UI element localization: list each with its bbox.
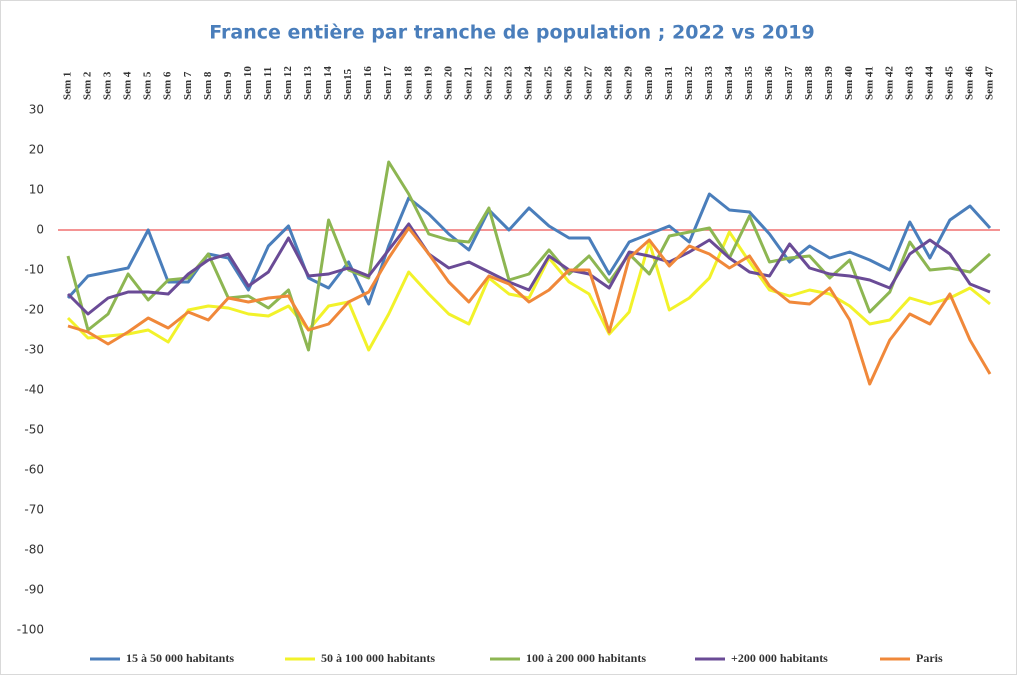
x-tick-label: Sem 17 [382,66,394,100]
chart-title: France entière par tranche de population… [209,22,814,44]
x-tick-label: Sem 23 [502,66,514,100]
x-tick-label: Sem 40 [843,66,855,100]
x-tick-label: Sem 35 [743,66,755,100]
x-tick-label: Sem 1 [62,72,74,100]
x-tick-label: Sem 8 [202,71,214,100]
y-tick-label: 0 [36,223,44,237]
y-tick-label: 30 [29,103,44,117]
x-tick-label: Sem15 [342,68,354,100]
x-tick-label: Sem 26 [563,66,575,100]
x-tick-label: Sem 47 [984,66,996,100]
x-tick-label: Sem 37 [783,66,795,100]
x-tick-label: Sem 46 [963,66,975,100]
x-tick-label: Sem 39 [823,66,835,100]
x-tick-label: Sem 5 [142,71,154,100]
x-tick-label: Sem 33 [703,66,715,100]
x-tick-label: Sem 11 [262,67,274,100]
legend-label: Paris [916,651,943,665]
y-tick-label: -60 [24,463,44,477]
y-tick-label: 10 [29,183,44,197]
x-tick-label: Sem 44 [923,66,935,100]
legend-label: 50 à 100 000 habitants [321,651,435,665]
x-tick-label: Sem 45 [943,66,955,100]
legend-label: +200 000 habitants [731,651,828,665]
y-tick-label: -70 [24,503,44,517]
series-line [67,226,992,386]
series-line [66,222,991,316]
y-tick-label: -90 [24,583,44,597]
x-tick-label: Sem 41 [863,66,875,100]
x-tick-label: Sem 32 [683,66,695,100]
legend-label: 15 à 50 000 habitants [126,651,234,665]
x-tick-label: Sem 7 [182,71,194,100]
x-tick-label: Sem 10 [242,66,254,100]
x-tick-label: Sem 43 [903,66,915,100]
x-tick-label: Sem 3 [102,71,114,100]
x-tick-label: Sem 42 [883,66,895,100]
x-tick-label: Sem 14 [322,66,334,100]
x-tick-label: Sem 25 [543,66,555,100]
series-line [66,160,992,352]
x-tick-label: Sem 34 [723,66,735,100]
y-tick-label: 20 [29,143,44,157]
x-tick-label: Sem 12 [282,66,294,100]
x-tick-label: Sem 21 [462,66,474,100]
x-tick-label: Sem 20 [442,66,454,100]
x-tick-label: Sem 30 [643,66,655,100]
x-tick-label: Sem 16 [362,66,374,100]
x-tick-label: Sem 29 [623,66,635,100]
x-tick-label: Sem 2 [82,71,94,100]
y-tick-label: -80 [24,543,44,557]
x-tick-label: Sem 38 [803,66,815,100]
x-tick-label: Sem 6 [162,71,174,100]
x-tick-label: Sem 4 [122,71,134,100]
x-tick-label: Sem 13 [302,66,314,100]
y-tick-label: -20 [24,303,44,317]
y-tick-label: -30 [24,343,44,357]
x-tick-label: Sem 9 [222,71,234,100]
y-tick-label: -10 [24,263,44,277]
x-tick-label: Sem 18 [402,66,414,100]
x-tick-label: Sem 31 [663,66,675,100]
y-tick-label: -50 [24,423,44,437]
x-tick-label: Sem 27 [583,66,595,100]
y-tick-label: -100 [17,623,44,637]
x-tick-label: Sem 24 [523,66,535,100]
x-tick-label: Sem 22 [482,66,494,100]
x-tick-label: Sem 36 [763,66,775,100]
x-tick-label: Sem 28 [603,66,615,100]
legend-label: 100 à 200 000 habitants [526,651,646,665]
x-tick-label: Sem 19 [422,66,434,100]
y-tick-label: -40 [24,383,44,397]
